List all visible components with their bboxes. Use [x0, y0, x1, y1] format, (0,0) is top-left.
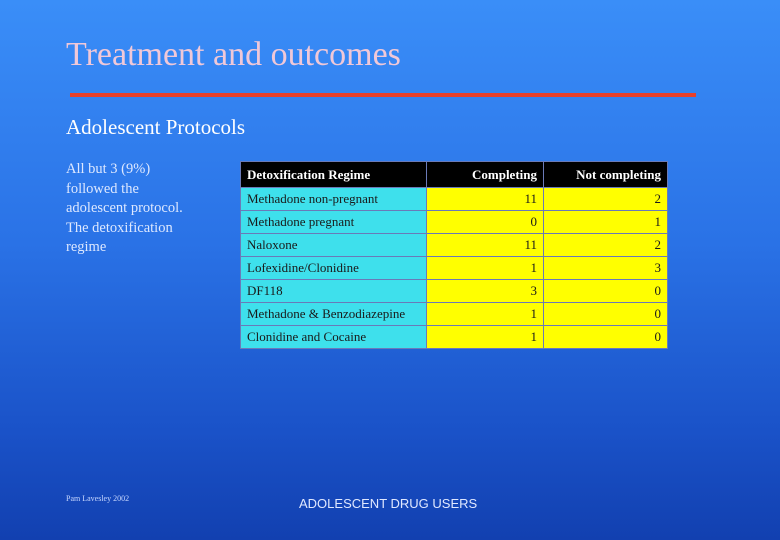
completing-cell: 0: [426, 210, 544, 234]
body-line: regime: [66, 239, 107, 255]
not-completing-cell: 0: [543, 279, 668, 303]
completing-cell: 1: [426, 256, 544, 280]
detoxification-table: Detoxification Regime Completing Not com…: [240, 161, 668, 349]
slide-subtitle: Adolescent Protocols: [66, 115, 246, 139]
not-completing-cell: 0: [543, 302, 668, 326]
body-line: adolescent protocol.: [66, 200, 183, 216]
regime-cell: DF118: [240, 279, 427, 303]
slide-title: Treatment and outcomes: [66, 36, 401, 73]
body-line: followed the: [66, 180, 139, 197]
regime-cell: Methadone pregnant: [240, 210, 427, 234]
table-row: Methadone & Benzodiazepine 1 0: [240, 302, 668, 326]
footer-author: Pam Lavesley 2002: [66, 494, 130, 503]
not-completing-cell: 2: [543, 233, 668, 257]
regime-cell: Lofexidine/Clonidine: [240, 256, 427, 280]
regime-cell: Naloxone: [240, 233, 427, 257]
regime-cell: Methadone non-pregnant: [240, 187, 427, 211]
not-completing-cell: 2: [543, 187, 668, 211]
header-regime: Detoxification Regime: [240, 161, 427, 188]
not-completing-cell: 0: [543, 325, 668, 349]
not-completing-cell: 1: [543, 210, 668, 234]
completing-cell: 1: [426, 302, 544, 326]
header-completing: Completing: [426, 161, 544, 188]
regime-cell: Clonidine and Cocaine: [240, 325, 427, 349]
completing-cell: 11: [426, 233, 544, 257]
regime-cell: Methadone & Benzodiazepine: [240, 302, 427, 326]
table-header-row: Detoxification Regime Completing Not com…: [240, 161, 668, 188]
header-not-completing: Not completing: [543, 161, 668, 188]
body-line: The detoxification: [66, 219, 173, 236]
not-completing-cell: 3: [543, 256, 668, 280]
body-text: All but 3 (9%) followed the adolescent p…: [66, 160, 206, 258]
table-row: Methadone non-pregnant 11 2: [240, 187, 668, 211]
table-row: Clonidine and Cocaine 1 0: [240, 325, 668, 349]
table-row: Lofexidine/Clonidine 1 3: [240, 256, 668, 280]
title-underline: [70, 93, 696, 97]
table-row: DF118 3 0: [240, 279, 668, 303]
footer-title: ADOLESCENT DRUG USERS: [299, 496, 478, 511]
completing-cell: 3: [426, 279, 544, 303]
table-row: Methadone pregnant 0 1: [240, 210, 668, 234]
completing-cell: 1: [426, 325, 544, 349]
table-row: Naloxone 11 2: [240, 233, 668, 257]
completing-cell: 11: [426, 187, 544, 211]
body-line: All but 3 (9%): [66, 161, 151, 177]
